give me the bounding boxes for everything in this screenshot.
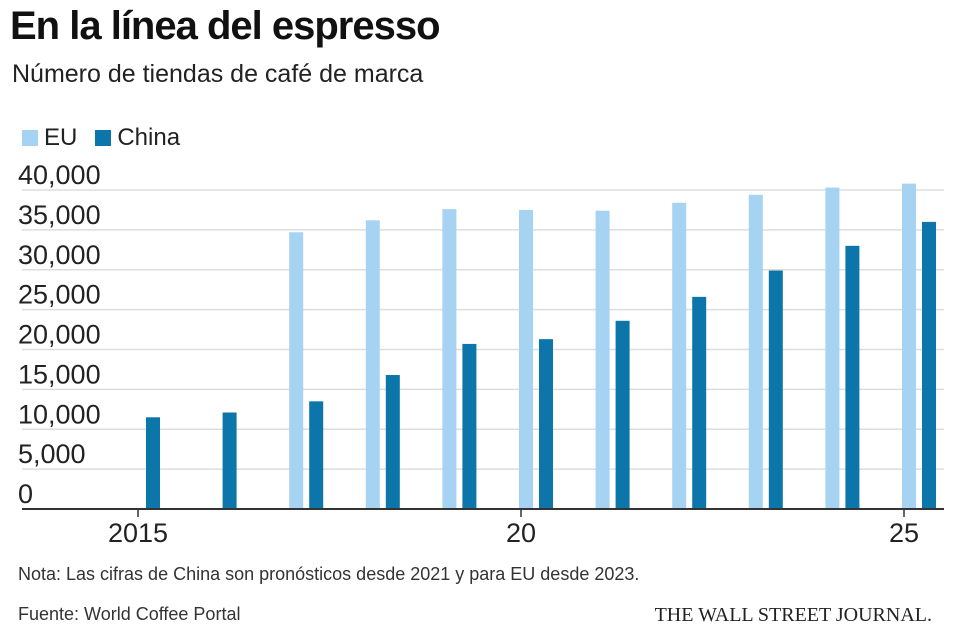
x-tick-label: 20 <box>506 518 536 548</box>
x-tick-label: 2015 <box>108 518 168 548</box>
x-tick-label: 25 <box>889 518 919 548</box>
y-tick-label: 40,000 <box>18 160 101 190</box>
bar-eu <box>365 220 380 509</box>
y-tick-label: 35,000 <box>18 200 101 230</box>
bar-china <box>615 320 630 509</box>
legend-item-eu: EU <box>22 124 77 152</box>
chart-title: En la línea del espresso <box>10 4 441 48</box>
bar-china <box>539 339 553 509</box>
legend-swatch-china <box>95 130 112 146</box>
bars <box>146 183 936 510</box>
legend-swatch-eu <box>22 130 38 146</box>
bar-eu <box>825 187 840 510</box>
bar-china <box>309 401 324 509</box>
bar-eu <box>595 210 610 510</box>
chart-subtitle: Número de tiendas de café de marca <box>12 60 424 88</box>
bar-eu <box>672 202 687 509</box>
y-tick-label: 10,000 <box>18 399 101 429</box>
legend-label-china: China <box>117 124 181 151</box>
publisher-brand: THE WALL STREET JOURNAL. <box>654 604 932 626</box>
bar-china <box>146 417 160 509</box>
bar-china <box>922 221 936 509</box>
bar-china <box>462 343 477 509</box>
legend-item-china: China <box>95 124 180 152</box>
y-axis-tick-labels: 0 5,000 10,000 15,000 20,000 25,000 30,000 35,0… <box>18 160 101 509</box>
bar-china <box>385 375 400 509</box>
bar-china <box>222 412 237 509</box>
bar-eu <box>902 183 916 509</box>
y-tick-label: 30,000 <box>18 240 101 270</box>
legend-label-eu: EU <box>44 124 78 151</box>
legend: EU China <box>22 124 198 152</box>
y-tick-label: 0 <box>18 479 33 509</box>
bar-eu <box>748 194 763 509</box>
bar-china <box>768 270 783 509</box>
bar-eu <box>442 209 457 509</box>
bar-china <box>845 245 860 509</box>
gridlines <box>22 189 944 470</box>
y-tick-label: 20,000 <box>18 320 101 350</box>
y-tick-label: 25,000 <box>18 280 101 310</box>
x-axis-tick-labels: 2015 20 25 <box>108 509 919 548</box>
chart-note: Nota: Las cifras de China son pronóstico… <box>18 564 640 584</box>
y-tick-label: 15,000 <box>18 359 101 389</box>
bar-eu <box>289 232 304 509</box>
chart-source: Fuente: World Coffee Portal <box>18 604 241 624</box>
bar-china <box>692 296 707 509</box>
y-tick-label: 5,000 <box>18 439 86 469</box>
bar-eu <box>519 209 533 509</box>
